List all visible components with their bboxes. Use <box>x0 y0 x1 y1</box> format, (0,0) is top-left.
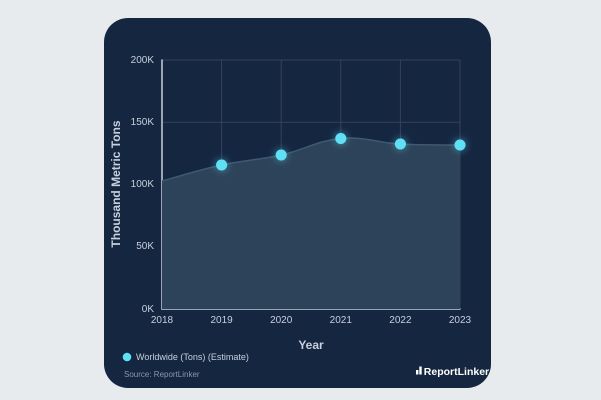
svg-text:ReportLinker: ReportLinker <box>424 366 489 378</box>
svg-text:2018: 2018 <box>151 315 174 326</box>
svg-text:100K: 100K <box>131 179 155 190</box>
svg-text:2022: 2022 <box>389 315 412 326</box>
svg-text:2021: 2021 <box>330 315 353 326</box>
svg-text:2020: 2020 <box>270 315 293 326</box>
svg-text:2019: 2019 <box>210 315 233 326</box>
svg-text:Year: Year <box>298 338 324 352</box>
svg-text:0K: 0K <box>142 304 155 315</box>
svg-text:200K: 200K <box>131 55 155 66</box>
svg-text:150K: 150K <box>131 117 155 128</box>
svg-text:Thousand Metric Tons: Thousand Metric Tons <box>109 120 123 247</box>
svg-text:2023: 2023 <box>449 315 472 326</box>
svg-text:Source: ReportLinker: Source: ReportLinker <box>124 370 200 379</box>
svg-text:50K: 50K <box>136 241 154 252</box>
svg-text:Worldwide (Tons) (Estimate): Worldwide (Tons) (Estimate) <box>136 352 249 362</box>
